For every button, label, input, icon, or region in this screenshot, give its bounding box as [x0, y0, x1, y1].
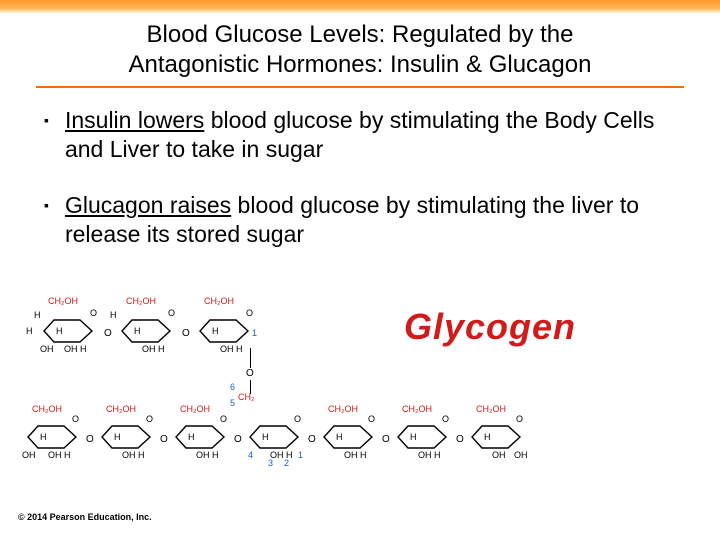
ch2oh-label: CH₂OH — [106, 404, 136, 414]
o-label: O — [146, 414, 153, 424]
h-label: H — [138, 450, 145, 460]
orange-top-bar — [0, 0, 720, 14]
carbon-number: 2 — [284, 458, 289, 468]
bullet-1-text: Insulin lowers blood glucose by stimulat… — [65, 106, 676, 165]
branch-o: O — [246, 368, 254, 379]
o-label: O — [220, 414, 227, 424]
oh-label: OH — [142, 344, 156, 354]
h-label: H — [158, 344, 165, 354]
h-label: H — [262, 432, 269, 442]
sugar-ring-branch: O OH H H 4 3 2 1 — [250, 420, 304, 454]
oh-label: OH — [64, 344, 78, 354]
sugar-ring: CH₂OH O OH H H — [176, 420, 230, 454]
o-label: O — [368, 414, 375, 424]
glycosidic-o: O — [104, 328, 112, 339]
ch2oh-label: CH₂OH — [204, 296, 234, 306]
bullet-2: ▪ Glucagon raises blood glucose by stimu… — [44, 191, 676, 250]
carbon-number: 1 — [298, 450, 303, 460]
glycosidic-o: O — [382, 434, 390, 445]
ch2-label: CH₂ — [238, 392, 255, 402]
sugar-ring: CH₂OH O OH H H — [398, 420, 452, 454]
ch2oh-label: CH₂OH — [402, 404, 432, 414]
h-label: H — [336, 432, 343, 442]
h-label: H — [34, 310, 41, 320]
oh-label: OH — [418, 450, 432, 460]
glycosidic-o: O — [308, 434, 316, 445]
bullet-2-text: Glucagon raises blood glucose by stimula… — [65, 191, 676, 250]
oh-label: OH — [344, 450, 358, 460]
content-area: ▪ Insulin lowers blood glucose by stimul… — [0, 88, 720, 250]
h-label: H — [236, 344, 243, 354]
h-label: H — [26, 326, 33, 336]
sugar-ring: CH₂OH O OH OH H — [472, 420, 526, 454]
copyright-text: © 2014 Pearson Education, Inc. — [18, 512, 152, 522]
sugar-ring: CH₂OH O H OH H H — [122, 314, 176, 348]
carbon-number: 4 — [248, 450, 253, 460]
bullet-1: ▪ Insulin lowers blood glucose by stimul… — [44, 106, 676, 165]
ch2oh-label: CH₂OH — [32, 404, 62, 414]
h-label: H — [212, 450, 219, 460]
glycogen-diagram: Glycogen CH₂OH O H OH H OH H H O CH₂OH O… — [24, 290, 644, 500]
glycosidic-o: O — [456, 434, 464, 445]
h-label: H — [212, 326, 219, 336]
h-label: H — [484, 432, 491, 442]
o-label: O — [90, 308, 97, 318]
bullet-marker: ▪ — [44, 191, 49, 250]
h-label: H — [114, 432, 121, 442]
sugar-ring: CH₂OH O H OH H OH H H — [44, 314, 98, 348]
glycosidic-o: O — [86, 434, 94, 445]
h-label: H — [64, 450, 71, 460]
glycosidic-o: O — [234, 434, 242, 445]
oh-label: OH — [196, 450, 210, 460]
o-label: O — [442, 414, 449, 424]
h-label: H — [56, 326, 63, 336]
ch2oh-label: CH₂OH — [126, 296, 156, 306]
glycosidic-o: O — [182, 328, 190, 339]
ch2oh-label: CH₂OH — [48, 296, 78, 306]
title-line-1: Blood Glucose Levels: Regulated by the — [147, 21, 574, 48]
oh-label: OH — [492, 450, 506, 460]
oh-label: OH — [220, 344, 234, 354]
h-label: H — [410, 432, 417, 442]
oh-label: OH — [40, 344, 54, 354]
o-label: O — [246, 308, 253, 318]
h-label: H — [188, 432, 195, 442]
sugar-ring: CH₂OH O OH H H — [102, 420, 156, 454]
title-line-2: Antagonistic Hormones: Insulin & Glucago… — [129, 51, 592, 78]
glycogen-label: Glycogen — [404, 306, 576, 348]
ch2oh-label: CH₂OH — [180, 404, 210, 414]
sugar-ring: CH₂OH O H OH H 1 — [200, 314, 254, 348]
o-label: O — [168, 308, 175, 318]
bullet-1-lead: Insulin lowers — [65, 107, 204, 133]
carbon-number: 5 — [230, 398, 235, 408]
carbon-number: 3 — [268, 458, 273, 468]
h-label: H — [434, 450, 441, 460]
slide-title: Blood Glucose Levels: Regulated by the A… — [0, 14, 720, 82]
bond-line — [250, 348, 251, 368]
h-label: H — [134, 326, 141, 336]
ch2oh-label: CH₂OH — [328, 404, 358, 414]
carbon-number: 1 — [252, 328, 257, 338]
h-label: H — [40, 432, 47, 442]
sugar-ring: CH₂OH O OH H H — [324, 420, 378, 454]
bullet-2-lead: Glucagon raises — [65, 192, 231, 218]
carbon-number: 6 — [230, 382, 235, 392]
oh-label: OH — [22, 450, 36, 460]
h-label: H — [80, 344, 87, 354]
bullet-marker: ▪ — [44, 106, 49, 165]
h-label: H — [110, 310, 117, 320]
o-label: O — [294, 414, 301, 424]
oh-label: OH — [48, 450, 62, 460]
o-label: O — [72, 414, 79, 424]
sugar-ring: CH₂OH O OH OH H H — [28, 420, 82, 454]
oh-label: OH — [122, 450, 136, 460]
oh-label: OH — [514, 450, 528, 460]
glycosidic-o: O — [160, 434, 168, 445]
o-label: O — [516, 414, 523, 424]
h-label: H — [360, 450, 367, 460]
ch2oh-label: CH₂OH — [476, 404, 506, 414]
